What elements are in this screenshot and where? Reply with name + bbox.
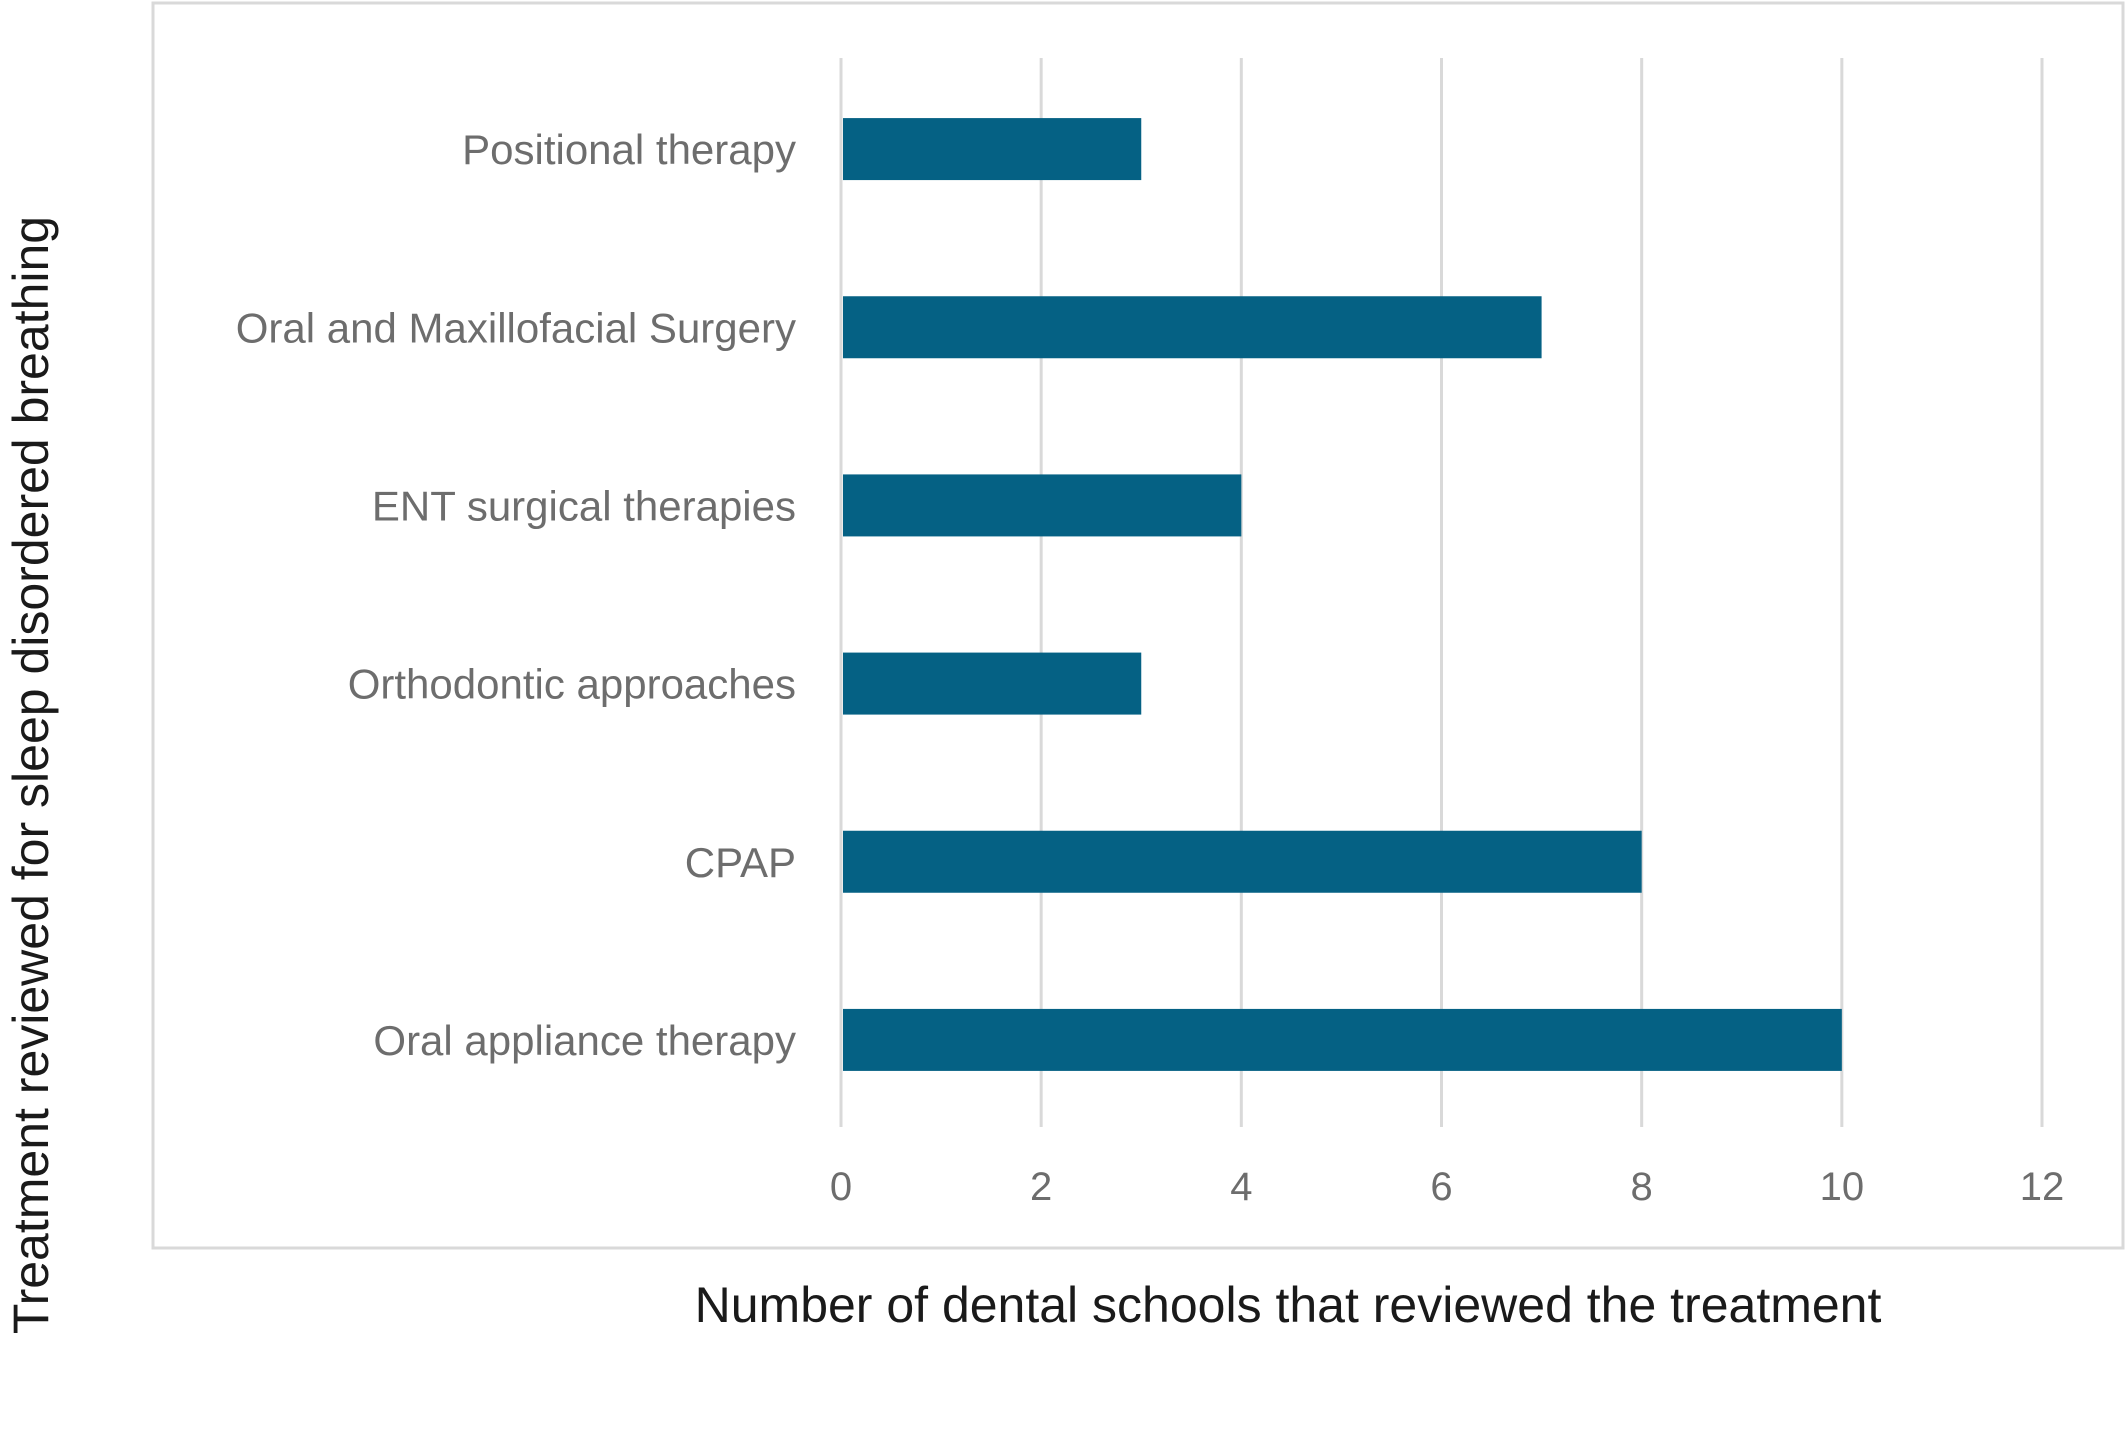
gridlines — [839, 58, 2044, 1127]
bar-5 — [843, 1008, 1842, 1071]
category-label-4: CPAP — [685, 839, 796, 886]
plot-frame — [151, 1, 2125, 1250]
category-label-5: Oral appliance therapy — [373, 1017, 796, 1064]
x-tick-label-6: 12 — [2020, 1165, 2065, 1209]
category-labels: Positional therapy Oral and Maxillofacial… — [236, 126, 796, 1064]
category-label-0: Positional therapy — [462, 126, 796, 173]
bar-2 — [843, 474, 1242, 537]
x-tick-label-1: 2 — [1030, 1165, 1052, 1209]
category-label-3: Orthodontic approaches — [348, 661, 796, 708]
bar-1 — [843, 296, 1542, 359]
x-tick-label-3: 6 — [1430, 1165, 1452, 1209]
bars — [843, 118, 1842, 1071]
category-label-1: Oral and Maxillofacial Surgery — [236, 304, 796, 351]
category-label-2: ENT surgical therapies — [372, 482, 796, 529]
bar-4 — [843, 830, 1642, 893]
x-tick-label-5: 10 — [1820, 1165, 1865, 1209]
y-axis-title: Treatment reviewed for sleep disordered … — [3, 216, 59, 1334]
x-tick-label-2: 4 — [1230, 1165, 1252, 1209]
bar-0 — [843, 118, 1142, 181]
x-tick-label-4: 8 — [1631, 1165, 1653, 1209]
x-axis-title: Number of dental schools that reviewed t… — [695, 1277, 1882, 1333]
bar-3 — [843, 652, 1142, 715]
x-tick-labels: 0 2 4 6 8 10 12 — [830, 1165, 2064, 1209]
x-tick-label-0: 0 — [830, 1165, 852, 1209]
